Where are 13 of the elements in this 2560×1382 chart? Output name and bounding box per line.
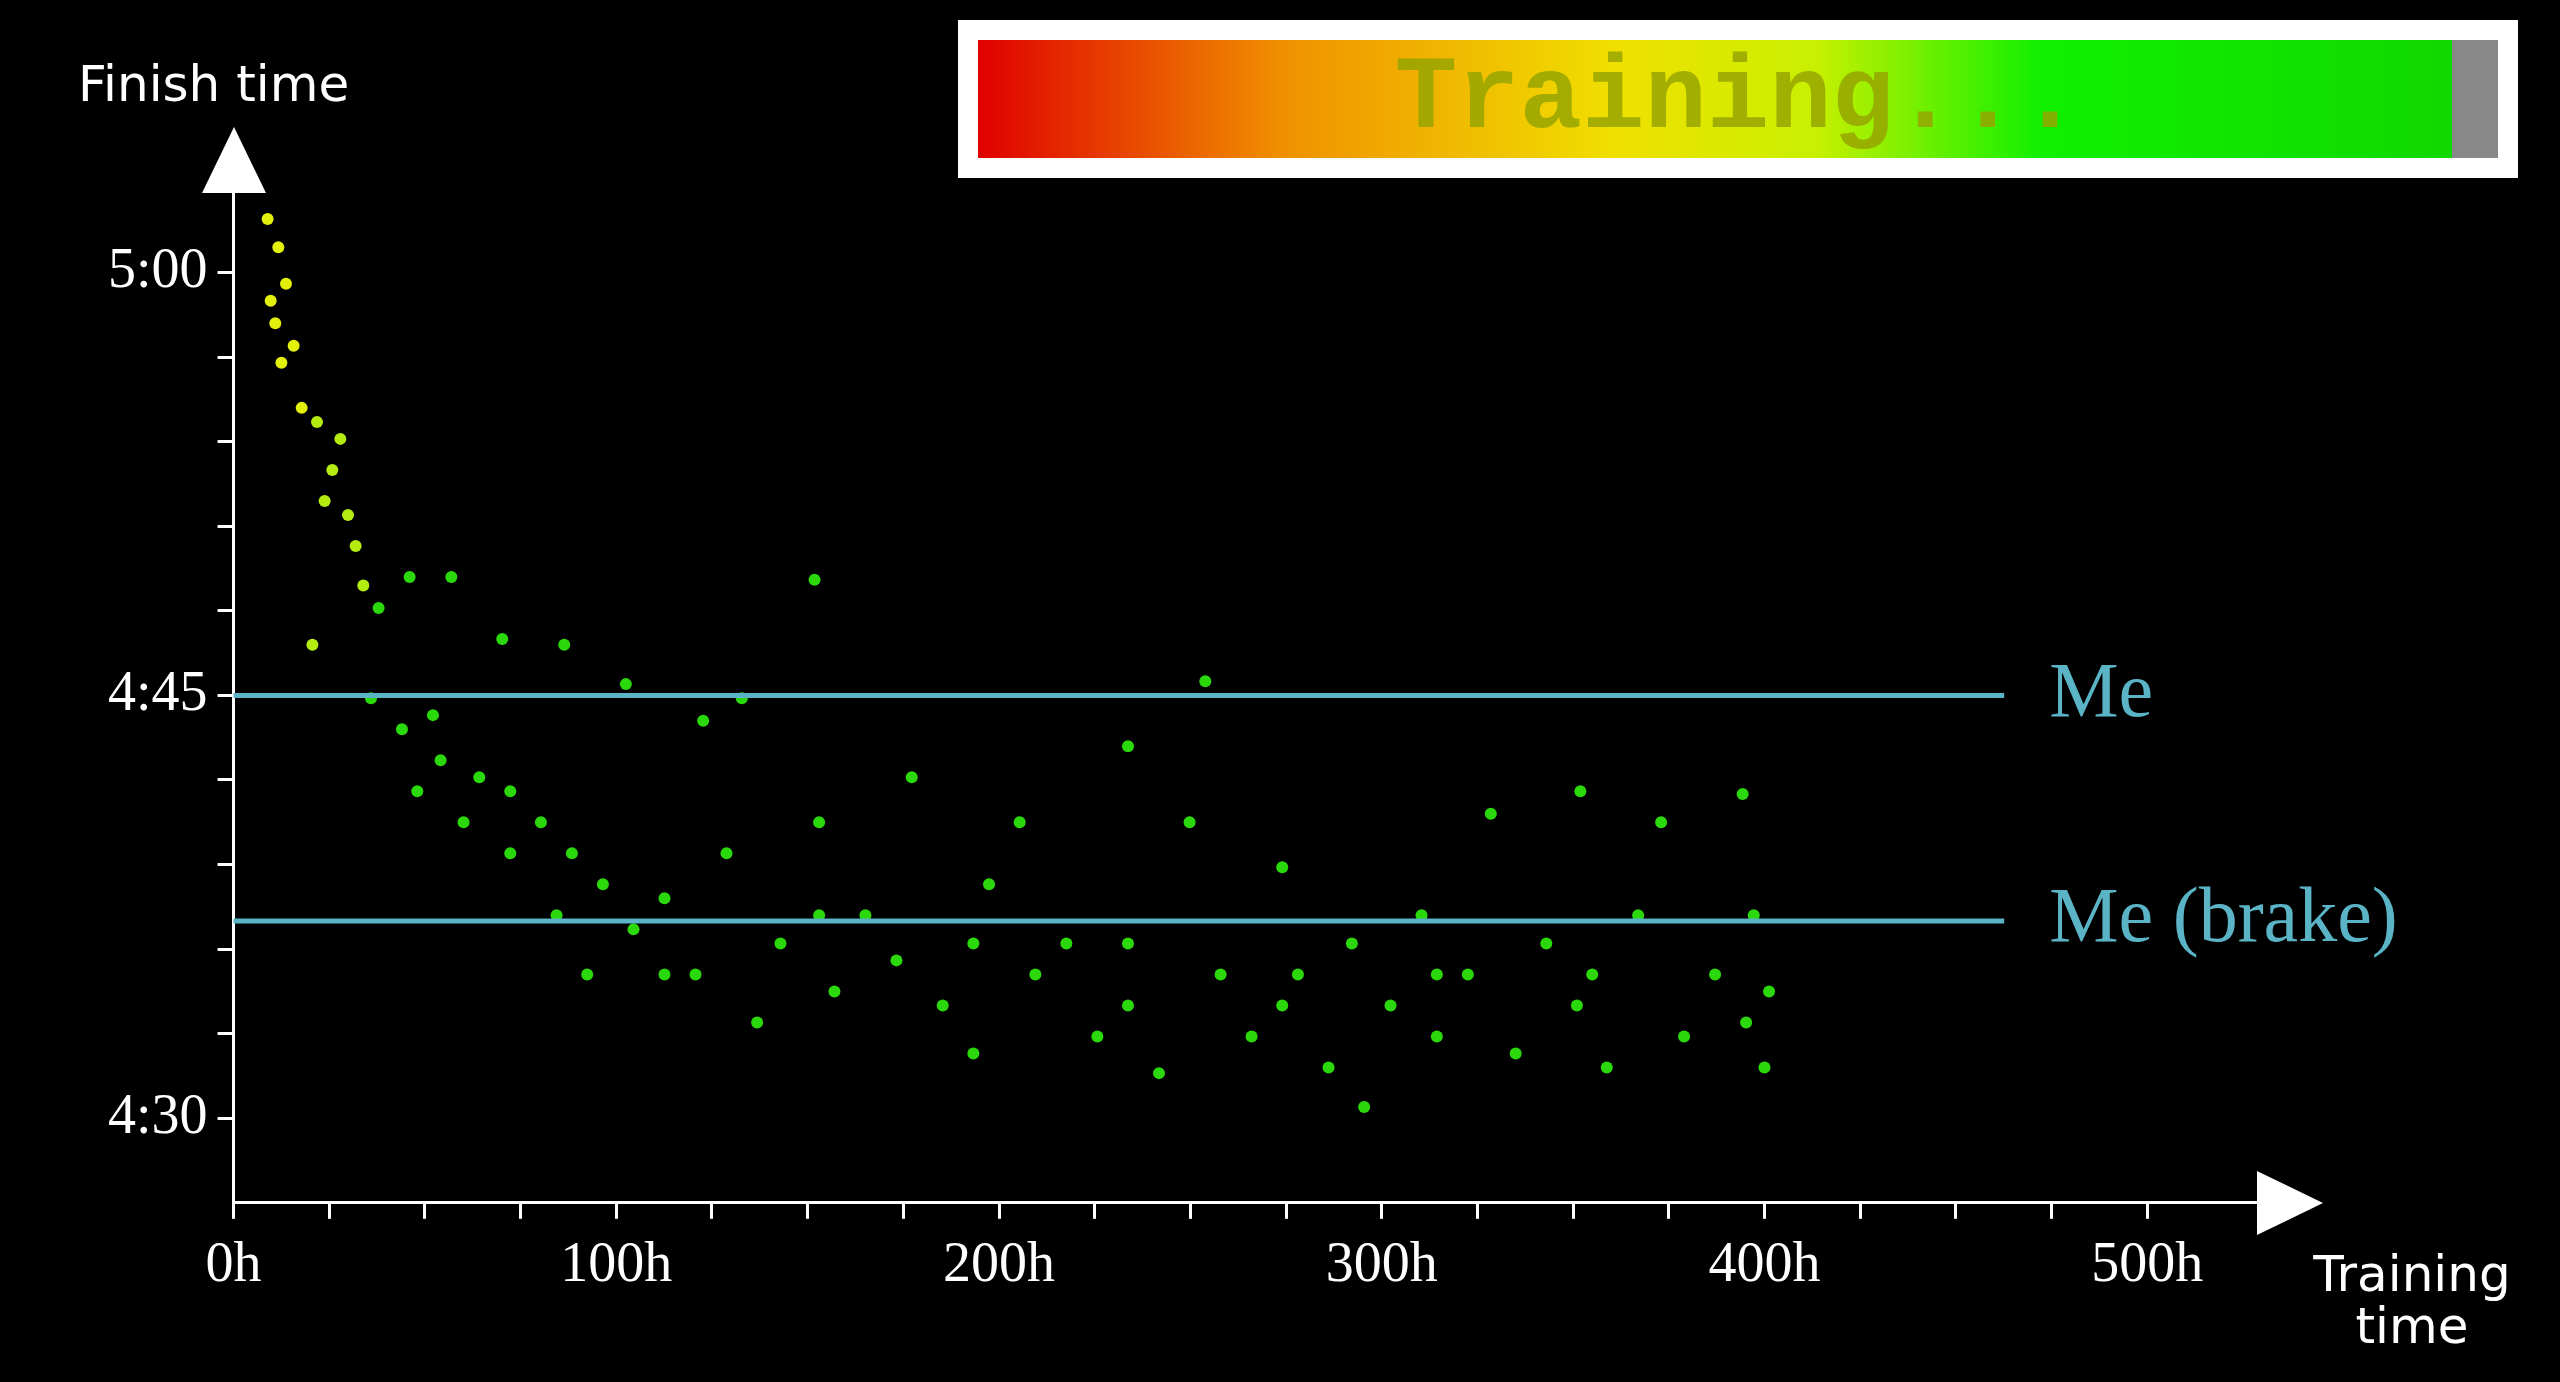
y-tick-label: 4:45 <box>108 660 208 723</box>
y-tick-label: 5:00 <box>108 237 208 300</box>
x-tick-label: 200h <box>943 1231 1056 1294</box>
x-tick-label: 300h <box>1325 1231 1438 1294</box>
y-tick-label: 4:30 <box>108 1082 208 1145</box>
x-axis-title: Training time <box>2312 1244 2511 1355</box>
x-tick-label: 400h <box>1708 1231 1821 1294</box>
x-tick-label: 500h <box>2091 1231 2204 1294</box>
x-tick-label: 100h <box>560 1231 673 1294</box>
ref-line-label: Me (brake) <box>2049 871 2398 959</box>
ref-line-label: Me <box>2049 645 2154 733</box>
x-tick-label: 0h <box>205 1231 262 1294</box>
y-axis-title: Finish time <box>77 54 350 113</box>
